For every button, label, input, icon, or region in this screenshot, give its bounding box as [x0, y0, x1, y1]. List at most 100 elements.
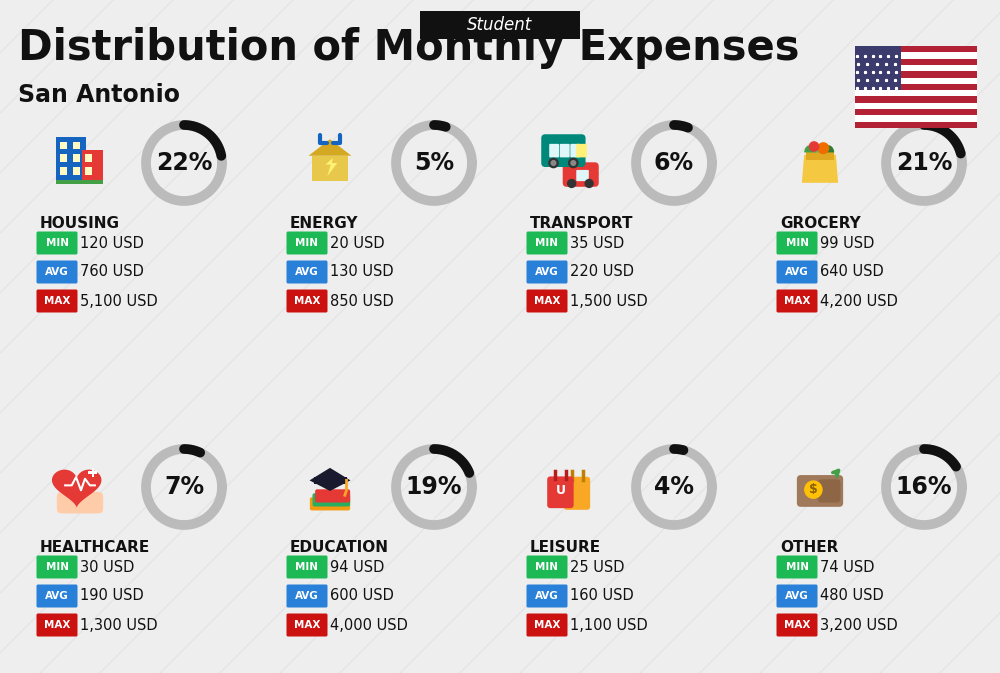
Text: 4%: 4%	[654, 475, 694, 499]
Text: MAX: MAX	[44, 296, 70, 306]
FancyBboxPatch shape	[855, 115, 977, 122]
Text: MIN: MIN	[296, 238, 318, 248]
Polygon shape	[814, 145, 826, 153]
Text: 7%: 7%	[164, 475, 204, 499]
FancyBboxPatch shape	[37, 260, 78, 283]
Text: AVG: AVG	[295, 591, 319, 601]
FancyBboxPatch shape	[314, 477, 347, 484]
Text: $: $	[809, 483, 818, 496]
Polygon shape	[802, 155, 838, 183]
FancyBboxPatch shape	[37, 555, 78, 579]
Text: MIN: MIN	[536, 238, 558, 248]
FancyBboxPatch shape	[57, 492, 103, 513]
Text: 16%: 16%	[896, 475, 952, 499]
Text: 3,200 USD: 3,200 USD	[820, 618, 898, 633]
Circle shape	[549, 158, 558, 168]
FancyBboxPatch shape	[310, 497, 350, 510]
FancyBboxPatch shape	[287, 260, 328, 283]
Text: MIN: MIN	[786, 562, 809, 572]
Text: 30 USD: 30 USD	[80, 559, 134, 575]
FancyBboxPatch shape	[56, 180, 103, 184]
FancyBboxPatch shape	[855, 96, 977, 103]
Text: GROCERY: GROCERY	[780, 216, 861, 231]
FancyBboxPatch shape	[37, 584, 78, 608]
FancyBboxPatch shape	[420, 11, 580, 39]
FancyBboxPatch shape	[855, 46, 977, 52]
Text: MAX: MAX	[294, 620, 320, 630]
FancyBboxPatch shape	[855, 46, 901, 90]
Circle shape	[809, 142, 819, 151]
FancyBboxPatch shape	[526, 584, 568, 608]
FancyBboxPatch shape	[60, 154, 67, 162]
FancyBboxPatch shape	[526, 555, 568, 579]
FancyBboxPatch shape	[88, 471, 97, 474]
Text: AVG: AVG	[45, 591, 69, 601]
FancyBboxPatch shape	[855, 59, 977, 65]
FancyBboxPatch shape	[547, 476, 574, 508]
Text: U: U	[555, 484, 565, 497]
FancyBboxPatch shape	[806, 153, 834, 160]
Text: 1,300 USD: 1,300 USD	[80, 618, 158, 633]
Polygon shape	[804, 145, 816, 153]
Text: 850 USD: 850 USD	[330, 293, 394, 308]
Text: 1,100 USD: 1,100 USD	[570, 618, 648, 633]
Text: 74 USD: 74 USD	[820, 559, 875, 575]
FancyBboxPatch shape	[287, 584, 328, 608]
Text: 6%: 6%	[654, 151, 694, 175]
Text: 99 USD: 99 USD	[820, 236, 874, 250]
FancyBboxPatch shape	[776, 289, 818, 312]
Text: 600 USD: 600 USD	[330, 588, 394, 604]
Text: 5%: 5%	[414, 151, 454, 175]
Text: 190 USD: 190 USD	[80, 588, 144, 604]
Text: EDUCATION: EDUCATION	[290, 540, 389, 555]
Text: Distribution of Monthly Expenses: Distribution of Monthly Expenses	[18, 27, 800, 69]
Circle shape	[568, 180, 576, 187]
FancyBboxPatch shape	[287, 614, 328, 637]
FancyBboxPatch shape	[60, 141, 67, 149]
Polygon shape	[310, 468, 350, 491]
FancyBboxPatch shape	[855, 71, 977, 77]
Text: 4,200 USD: 4,200 USD	[820, 293, 898, 308]
FancyBboxPatch shape	[855, 122, 977, 128]
Text: Student: Student	[467, 16, 533, 34]
Text: 21%: 21%	[896, 151, 952, 175]
FancyBboxPatch shape	[797, 475, 843, 507]
FancyBboxPatch shape	[855, 90, 977, 96]
Circle shape	[569, 158, 578, 168]
Text: 4,000 USD: 4,000 USD	[330, 618, 408, 633]
Text: MAX: MAX	[534, 296, 560, 306]
FancyBboxPatch shape	[60, 167, 67, 174]
Text: MIN: MIN	[46, 562, 68, 572]
FancyBboxPatch shape	[85, 154, 92, 162]
Text: MAX: MAX	[784, 620, 810, 630]
Text: AVG: AVG	[535, 591, 559, 601]
Polygon shape	[52, 470, 101, 507]
Text: AVG: AVG	[535, 267, 559, 277]
Polygon shape	[312, 156, 348, 181]
FancyBboxPatch shape	[560, 144, 570, 157]
Text: 220 USD: 220 USD	[570, 264, 634, 279]
FancyBboxPatch shape	[73, 154, 80, 162]
Text: TRANSPORT: TRANSPORT	[530, 216, 634, 231]
FancyBboxPatch shape	[85, 167, 92, 174]
FancyBboxPatch shape	[541, 134, 586, 167]
Text: 120 USD: 120 USD	[80, 236, 144, 250]
Text: 760 USD: 760 USD	[80, 264, 144, 279]
FancyBboxPatch shape	[563, 162, 599, 187]
FancyBboxPatch shape	[776, 614, 818, 637]
FancyBboxPatch shape	[287, 555, 328, 579]
FancyBboxPatch shape	[570, 144, 580, 157]
FancyBboxPatch shape	[56, 137, 86, 181]
FancyBboxPatch shape	[82, 150, 103, 181]
Circle shape	[585, 180, 593, 187]
Text: 640 USD: 640 USD	[820, 264, 884, 279]
FancyBboxPatch shape	[92, 468, 94, 477]
Polygon shape	[822, 145, 834, 153]
Circle shape	[551, 161, 556, 166]
Text: HEALTHCARE: HEALTHCARE	[40, 540, 150, 555]
FancyBboxPatch shape	[855, 103, 977, 109]
Text: MIN: MIN	[786, 238, 809, 248]
Text: AVG: AVG	[295, 267, 319, 277]
FancyBboxPatch shape	[549, 144, 559, 157]
FancyBboxPatch shape	[776, 232, 818, 254]
